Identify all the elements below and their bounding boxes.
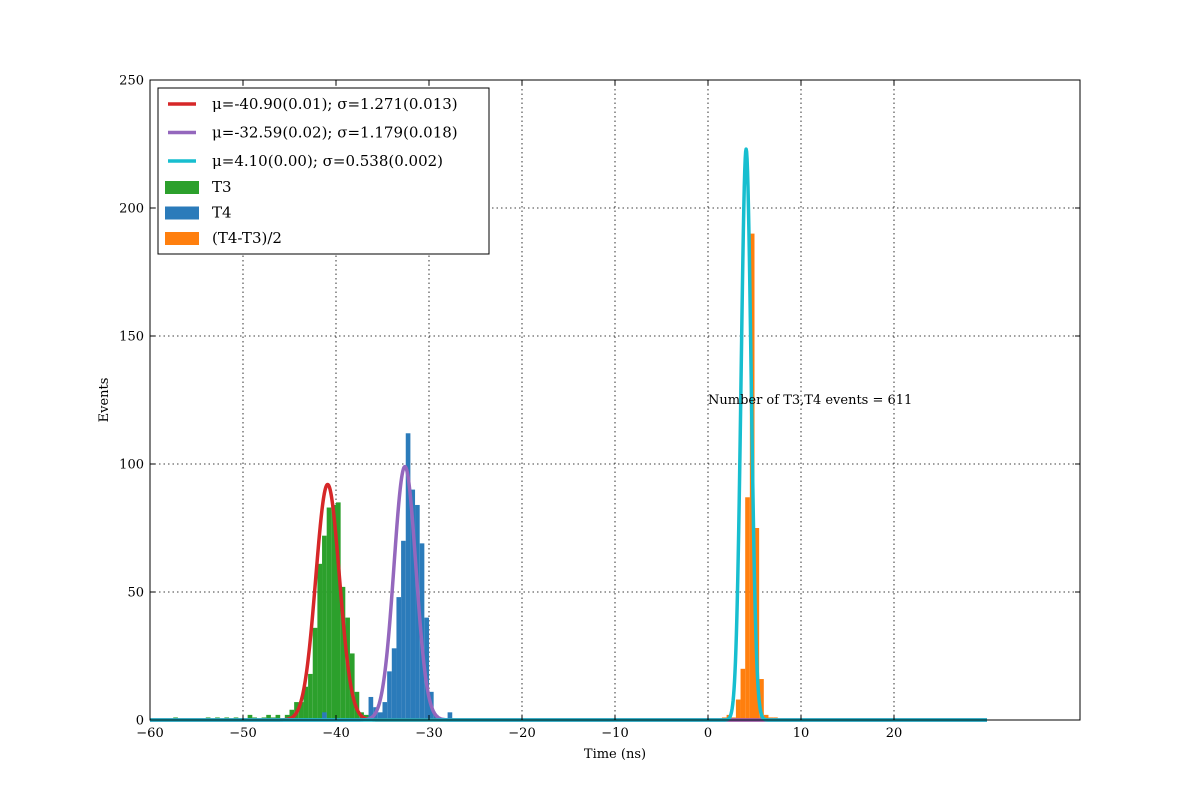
histogram-bar bbox=[247, 714, 253, 720]
histogram-bar bbox=[303, 686, 309, 720]
legend-swatch-hist-3 bbox=[165, 232, 199, 245]
y-axis-title: Events bbox=[97, 378, 112, 423]
grid bbox=[150, 80, 1080, 720]
histogram-bar bbox=[368, 696, 374, 720]
histogram-bar bbox=[322, 712, 327, 720]
histogram-bar bbox=[336, 502, 341, 720]
histogram-bar bbox=[382, 702, 388, 720]
histogram-bar bbox=[745, 497, 750, 720]
histogram-bar bbox=[377, 712, 383, 720]
histogram-bar bbox=[308, 673, 313, 720]
legend-label-fit-1: μ=-40.90(0.01); σ=1.271(0.013) bbox=[212, 95, 458, 113]
legend-label-fit-3: μ=4.10(0.00); σ=0.538(0.002) bbox=[212, 152, 443, 170]
histogram-bar bbox=[763, 714, 769, 720]
histogram-bar bbox=[396, 597, 402, 720]
histogram-bar bbox=[284, 714, 290, 720]
legend-items: μ=-40.90(0.01); σ=1.271(0.013) μ=-32.59(0… bbox=[165, 95, 458, 247]
x-tick-label: −40 bbox=[322, 726, 349, 741]
x-tick-label: 20 bbox=[886, 726, 903, 741]
histogram-bar bbox=[759, 679, 764, 720]
legend-label-hist-2: T4 bbox=[212, 204, 232, 222]
histogram-bar bbox=[317, 563, 323, 720]
x-tick-label: 10 bbox=[793, 726, 810, 741]
histogram-bar bbox=[391, 648, 397, 720]
histogram-bar bbox=[266, 714, 271, 720]
x-tick-label: −50 bbox=[229, 726, 256, 741]
histogram-bar bbox=[424, 617, 429, 720]
x-tick-label: 0 bbox=[704, 726, 712, 741]
histogram-bar bbox=[289, 709, 295, 720]
legend-swatch-hist-1 bbox=[165, 181, 199, 194]
legend-label-hist-3: (T4-T3)/2 bbox=[212, 229, 282, 247]
histogram-bar bbox=[275, 714, 281, 720]
y-tick-label: 50 bbox=[127, 586, 144, 601]
histogram-bar bbox=[312, 627, 318, 720]
histogram-bar bbox=[340, 586, 346, 720]
y-tick-label: 150 bbox=[119, 330, 144, 345]
legend-swatch-hist-2 bbox=[165, 206, 199, 220]
annotation-event-count: Number of T3,T4 events = 611 bbox=[708, 393, 912, 408]
histogram-bar bbox=[401, 540, 406, 720]
x-tick-label: −20 bbox=[508, 726, 535, 741]
histogram-bar bbox=[387, 671, 392, 720]
histogram-bar bbox=[740, 668, 746, 720]
legend-label-fit-2: μ=-32.59(0.02); σ=1.179(0.018) bbox=[212, 124, 458, 142]
histogram-bar bbox=[447, 712, 453, 720]
histogram-bar bbox=[405, 433, 411, 720]
y-tick-label: 0 bbox=[136, 714, 144, 729]
legend-label-hist-1: T3 bbox=[212, 178, 232, 196]
x-tick-label: −30 bbox=[415, 726, 442, 741]
x-tick-label: −10 bbox=[601, 726, 628, 741]
legend: μ=-40.90(0.01); σ=1.271(0.013) μ=-32.59(0… bbox=[157, 87, 490, 255]
x-axis-title: Time (ns) bbox=[584, 747, 646, 762]
y-tick-label: 100 bbox=[119, 458, 144, 473]
y-tick-label: 200 bbox=[119, 202, 144, 217]
legend-box bbox=[157, 87, 490, 255]
histogram-bar bbox=[331, 504, 336, 720]
histogram-bar bbox=[735, 699, 741, 720]
histogram-bar bbox=[415, 504, 420, 720]
histogram-bar bbox=[322, 535, 327, 720]
histogram-bar bbox=[410, 489, 416, 720]
histogram-bar bbox=[298, 702, 304, 720]
y-tick-label: 250 bbox=[119, 74, 144, 89]
x-tick-label: −60 bbox=[136, 726, 163, 741]
histogram-bar bbox=[326, 507, 332, 720]
